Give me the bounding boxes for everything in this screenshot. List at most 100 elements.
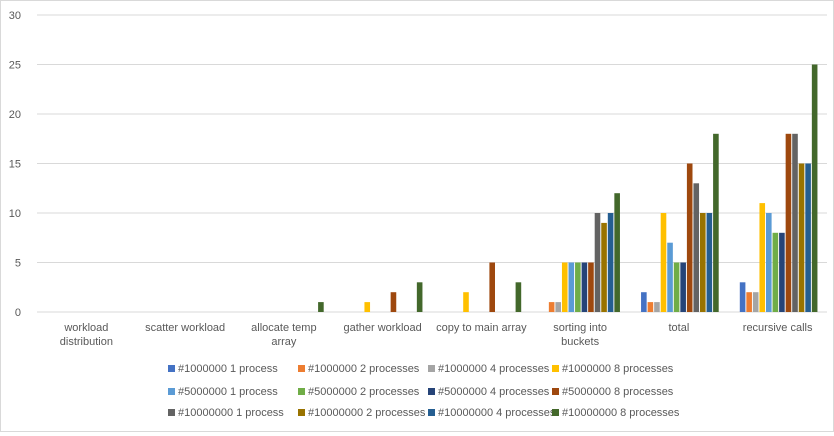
bar — [766, 213, 772, 312]
bar — [667, 242, 673, 312]
y-tick-label: 30 — [9, 10, 21, 22]
bar — [660, 213, 667, 312]
bar — [713, 133, 719, 312]
x-axis-labels: workload distribution scatter workload allo… — [60, 322, 813, 348]
legend-swatch — [168, 409, 175, 416]
legend-label: #10000000 1 process — [178, 407, 284, 419]
legend-swatch — [552, 409, 559, 416]
y-tick-label: 10 — [9, 208, 21, 220]
legend-label: #5000000 2 processes — [308, 386, 420, 398]
bar — [318, 302, 324, 312]
bar — [772, 232, 779, 312]
legend-label: #10000000 4 processes — [438, 407, 556, 419]
legend-label: #1000000 2 processes — [308, 363, 420, 375]
bar — [581, 262, 588, 312]
bar — [515, 282, 522, 312]
legend-swatch — [428, 388, 435, 395]
legend-label: #5000000 8 processes — [562, 386, 674, 398]
x-category-label: scatter workload — [145, 322, 225, 334]
legend-swatch — [552, 388, 559, 395]
legend-item: #1000000 4 processes — [428, 363, 550, 375]
x-category-label: sorting into buckets — [553, 322, 607, 348]
bar — [390, 292, 397, 312]
legend-label: #1000000 8 processes — [562, 363, 674, 375]
bar — [614, 193, 620, 312]
legend-label: #1000000 4 processes — [438, 363, 550, 375]
legend-item: #10000000 1 process — [168, 407, 284, 419]
legend-swatch — [168, 365, 175, 372]
bar — [693, 183, 700, 312]
bar — [811, 64, 818, 312]
bar — [647, 302, 654, 312]
bar — [680, 262, 686, 312]
legend-item: #5000000 4 processes — [428, 386, 550, 398]
y-tick-label: 15 — [9, 159, 21, 171]
bar — [752, 292, 759, 312]
legend-item: #5000000 8 processes — [552, 386, 674, 398]
x-category-label: total — [668, 322, 689, 334]
bar — [364, 302, 371, 312]
bar — [588, 262, 594, 312]
x-category-label: gather workload — [343, 322, 421, 334]
legend-item: #1000000 2 processes — [298, 363, 420, 375]
legend-swatch — [552, 365, 559, 372]
x-category-label: copy to main array — [436, 322, 527, 334]
bar — [561, 262, 568, 312]
legend-item: #5000000 2 processes — [298, 386, 420, 398]
legend-item: #10000000 4 processes — [428, 407, 556, 419]
bar — [641, 292, 647, 312]
bars — [318, 64, 818, 312]
y-tick-label: 5 — [15, 258, 21, 270]
legend-item: #1000000 8 processes — [552, 363, 674, 375]
bar — [575, 262, 581, 312]
bar — [416, 282, 423, 312]
bar — [568, 262, 575, 312]
bar — [759, 203, 766, 312]
legend-label: #5000000 1 process — [178, 386, 278, 398]
x-category-label: workload distribution — [60, 322, 113, 348]
bar — [798, 163, 805, 312]
bar — [607, 213, 614, 312]
bar — [785, 133, 792, 312]
bar — [594, 213, 601, 312]
legend-label: #5000000 4 processes — [438, 386, 550, 398]
legend-item: #10000000 8 processes — [552, 407, 680, 419]
legend-item: #5000000 1 process — [168, 386, 278, 398]
bar — [555, 302, 561, 312]
bar — [654, 302, 660, 312]
legend-label: #10000000 2 processes — [308, 407, 426, 419]
legend: #1000000 1 process #1000000 2 processes #1… — [168, 363, 680, 419]
y-tick-label: 20 — [9, 109, 21, 121]
bar — [700, 213, 706, 312]
bar — [601, 222, 607, 312]
legend-swatch — [298, 409, 305, 416]
legend-label: #10000000 8 processes — [562, 407, 680, 419]
bar — [548, 302, 555, 312]
x-category-label: allocate temp array — [251, 322, 316, 348]
bar — [739, 282, 746, 312]
legend-swatch — [428, 409, 435, 416]
legend-swatch — [298, 365, 305, 372]
y-axis-ticks: 0 5 10 15 20 25 30 — [9, 10, 21, 319]
bar — [792, 133, 798, 312]
bar — [673, 262, 680, 312]
bar — [463, 292, 469, 312]
y-tick-label: 0 — [15, 307, 21, 319]
legend-swatch — [428, 365, 435, 372]
bar — [706, 213, 713, 312]
x-category-label: recursive calls — [743, 322, 813, 334]
bar — [746, 292, 752, 312]
legend-swatch — [168, 388, 175, 395]
bar — [805, 163, 811, 312]
legend-swatch — [298, 388, 305, 395]
legend-item: #1000000 1 process — [168, 363, 278, 375]
gridlines — [37, 14, 827, 313]
bar — [686, 163, 693, 312]
legend-item: #10000000 2 processes — [298, 407, 426, 419]
legend-label: #1000000 1 process — [178, 363, 278, 375]
y-tick-label: 25 — [9, 60, 21, 72]
bar — [489, 262, 495, 312]
bar — [779, 232, 785, 312]
